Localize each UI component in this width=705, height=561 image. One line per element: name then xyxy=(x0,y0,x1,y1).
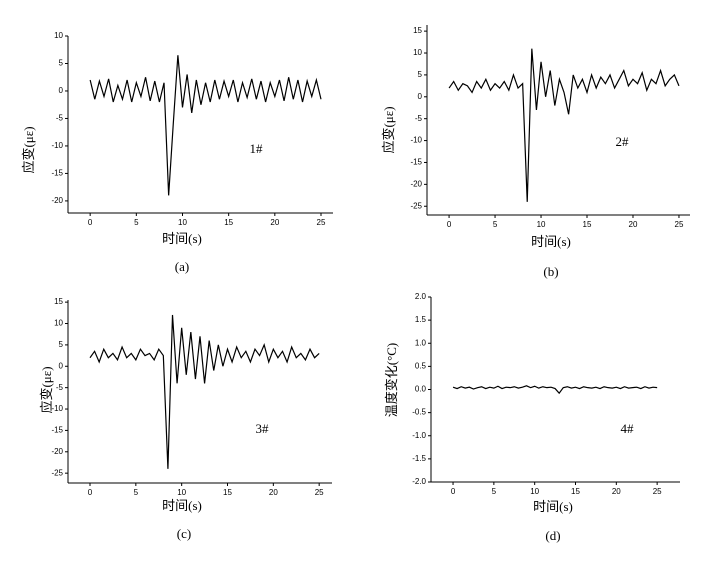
caption: (b) xyxy=(543,264,558,279)
y-tick-label: -10 xyxy=(410,136,422,145)
x-tick-label: 0 xyxy=(451,487,456,496)
y-tick-label: -20 xyxy=(51,447,63,456)
y-tick-label: 0 xyxy=(418,92,423,101)
y-tick-label: -5 xyxy=(56,383,64,392)
y-tick-label: -10 xyxy=(51,404,63,413)
x-tick-label: 10 xyxy=(537,220,546,229)
x-tick-label: 20 xyxy=(612,487,621,496)
annotation: 1# xyxy=(250,141,264,156)
annotation: 3# xyxy=(256,421,270,436)
x-tick-label: 5 xyxy=(493,220,498,229)
x-tick-label: 10 xyxy=(530,487,539,496)
y-tick-label: 10 xyxy=(54,319,63,328)
x-tick-label: 25 xyxy=(653,487,662,496)
signal-line xyxy=(452,385,658,395)
annotation: 4# xyxy=(621,421,635,436)
y-tick-label: -2.0 xyxy=(412,477,426,486)
y-axis-label: 应变(με) xyxy=(21,126,36,173)
caption: (a) xyxy=(175,259,189,274)
y-tick-label: -20 xyxy=(51,196,63,205)
y-tick-label: 10 xyxy=(413,48,422,57)
y-axis-label: 应变(με) xyxy=(39,366,54,413)
x-tick-label: 0 xyxy=(447,220,452,229)
y-tick-label: -25 xyxy=(51,468,63,477)
y-tick-label: -0.5 xyxy=(412,408,426,417)
x-tick-label: 10 xyxy=(177,488,186,497)
y-tick-label: -10 xyxy=(51,141,63,150)
x-tick-label: 15 xyxy=(224,218,233,227)
y-tick-label: 2.0 xyxy=(415,292,427,301)
y-tick-label: -5 xyxy=(415,114,423,123)
y-tick-label: 0.5 xyxy=(415,361,427,370)
caption: (d) xyxy=(545,528,560,543)
x-axis-label: 时间(s) xyxy=(531,234,571,249)
signal-line xyxy=(448,48,680,202)
x-tick-label: 20 xyxy=(629,220,638,229)
x-tick-label: 0 xyxy=(88,218,93,227)
y-tick-label: 10 xyxy=(54,31,63,40)
y-tick-label: 0 xyxy=(59,361,64,370)
y-axis-label: 应变(με) xyxy=(381,106,396,153)
x-axis-label: 时间(s) xyxy=(533,499,573,514)
x-tick-label: 5 xyxy=(134,218,139,227)
y-tick-label: 15 xyxy=(54,297,63,306)
y-tick-label: 5 xyxy=(59,340,64,349)
y-tick-label: 0.0 xyxy=(415,385,427,394)
y-tick-label: 1.0 xyxy=(415,338,427,347)
y-tick-label: 5 xyxy=(59,59,64,68)
x-tick-label: 20 xyxy=(269,488,278,497)
x-tick-label: 20 xyxy=(270,218,279,227)
y-tick-label: -15 xyxy=(51,169,63,178)
x-tick-label: 25 xyxy=(675,220,684,229)
y-tick-label: -15 xyxy=(410,158,422,167)
x-tick-label: 10 xyxy=(178,218,187,227)
signal-line xyxy=(89,55,322,196)
y-tick-label: 15 xyxy=(413,26,422,35)
signal-line xyxy=(89,314,320,469)
y-tick-label: 0 xyxy=(59,86,64,95)
y-tick-label: -5 xyxy=(56,114,64,123)
x-axis-label: 时间(s) xyxy=(162,231,202,246)
caption: (c) xyxy=(177,526,191,541)
annotation: 2# xyxy=(616,134,630,149)
x-tick-label: 5 xyxy=(134,488,139,497)
x-tick-label: 15 xyxy=(223,488,232,497)
x-tick-label: 15 xyxy=(583,220,592,229)
y-tick-label: 1.5 xyxy=(415,315,427,324)
y-tick-label: -25 xyxy=(410,201,422,210)
y-tick-label: -1.5 xyxy=(412,454,426,463)
x-tick-label: 25 xyxy=(317,218,326,227)
x-tick-label: 0 xyxy=(88,488,93,497)
x-axis-label: 时间(s) xyxy=(162,498,202,513)
x-tick-label: 25 xyxy=(315,488,324,497)
y-axis-label: 温度变化(°C) xyxy=(384,343,399,418)
y-tick-label: -15 xyxy=(51,426,63,435)
x-tick-label: 5 xyxy=(492,487,497,496)
x-tick-label: 15 xyxy=(571,487,580,496)
y-tick-label: -20 xyxy=(410,179,422,188)
y-tick-label: 5 xyxy=(418,70,423,79)
y-tick-label: -1.0 xyxy=(412,431,426,440)
